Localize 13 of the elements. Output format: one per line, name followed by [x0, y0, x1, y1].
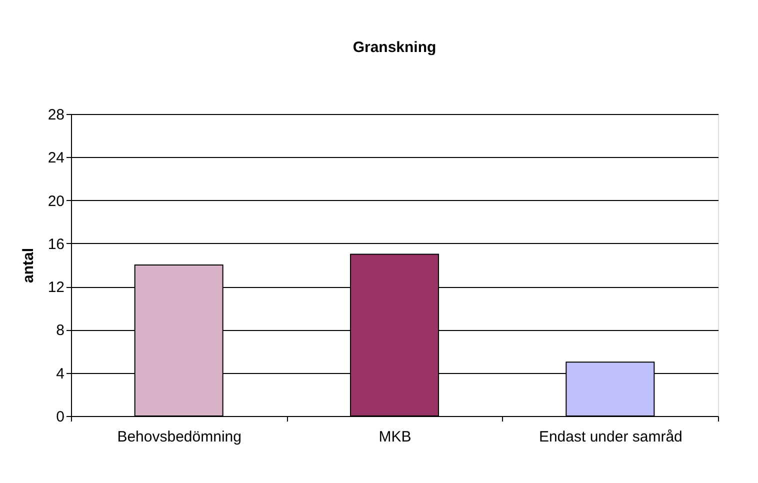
y-tick-label: 8 — [56, 322, 64, 340]
y-tick-label: 4 — [56, 365, 64, 382]
x-tick-label: MKB — [378, 428, 412, 446]
y-tick-label: 12 — [48, 279, 64, 296]
y-tick-label: 28 — [48, 106, 64, 124]
y-tick-label: 0 — [56, 408, 64, 426]
chart-title: Granskning — [352, 39, 436, 56]
y-tick-label: 24 — [48, 150, 64, 167]
y-axis-title: antal — [20, 248, 37, 284]
x-tick-label: Behovsbedömning — [117, 428, 242, 446]
y-tick-label: 16 — [48, 236, 64, 253]
y-tick-label: 20 — [48, 192, 64, 210]
x-tick-label: Endast under samråd — [538, 428, 682, 446]
